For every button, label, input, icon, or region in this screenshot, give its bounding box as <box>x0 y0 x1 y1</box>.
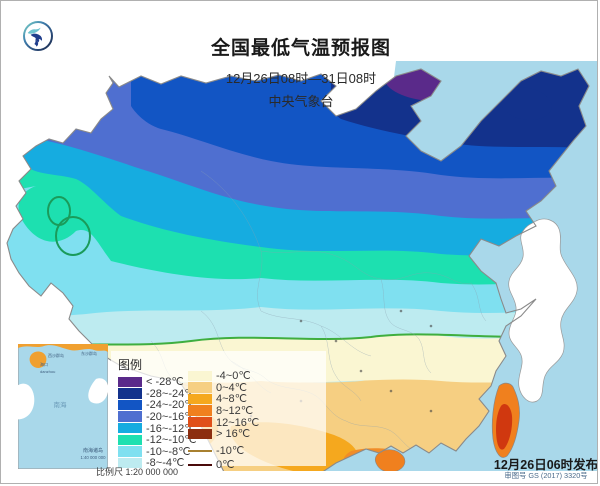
svg-text:西沙群岛: 西沙群岛 <box>48 352 64 358</box>
svg-text:南海: 南海 <box>54 400 68 409</box>
svg-text:南海诸岛: 南海诸岛 <box>83 447 103 454</box>
svg-text:海口: 海口 <box>40 361 48 367</box>
svg-text:1:40 000 000: 1:40 000 000 <box>80 455 106 460</box>
svg-text:东沙群岛: 东沙群岛 <box>81 350 97 356</box>
svg-text:danzhou: danzhou <box>40 369 55 374</box>
